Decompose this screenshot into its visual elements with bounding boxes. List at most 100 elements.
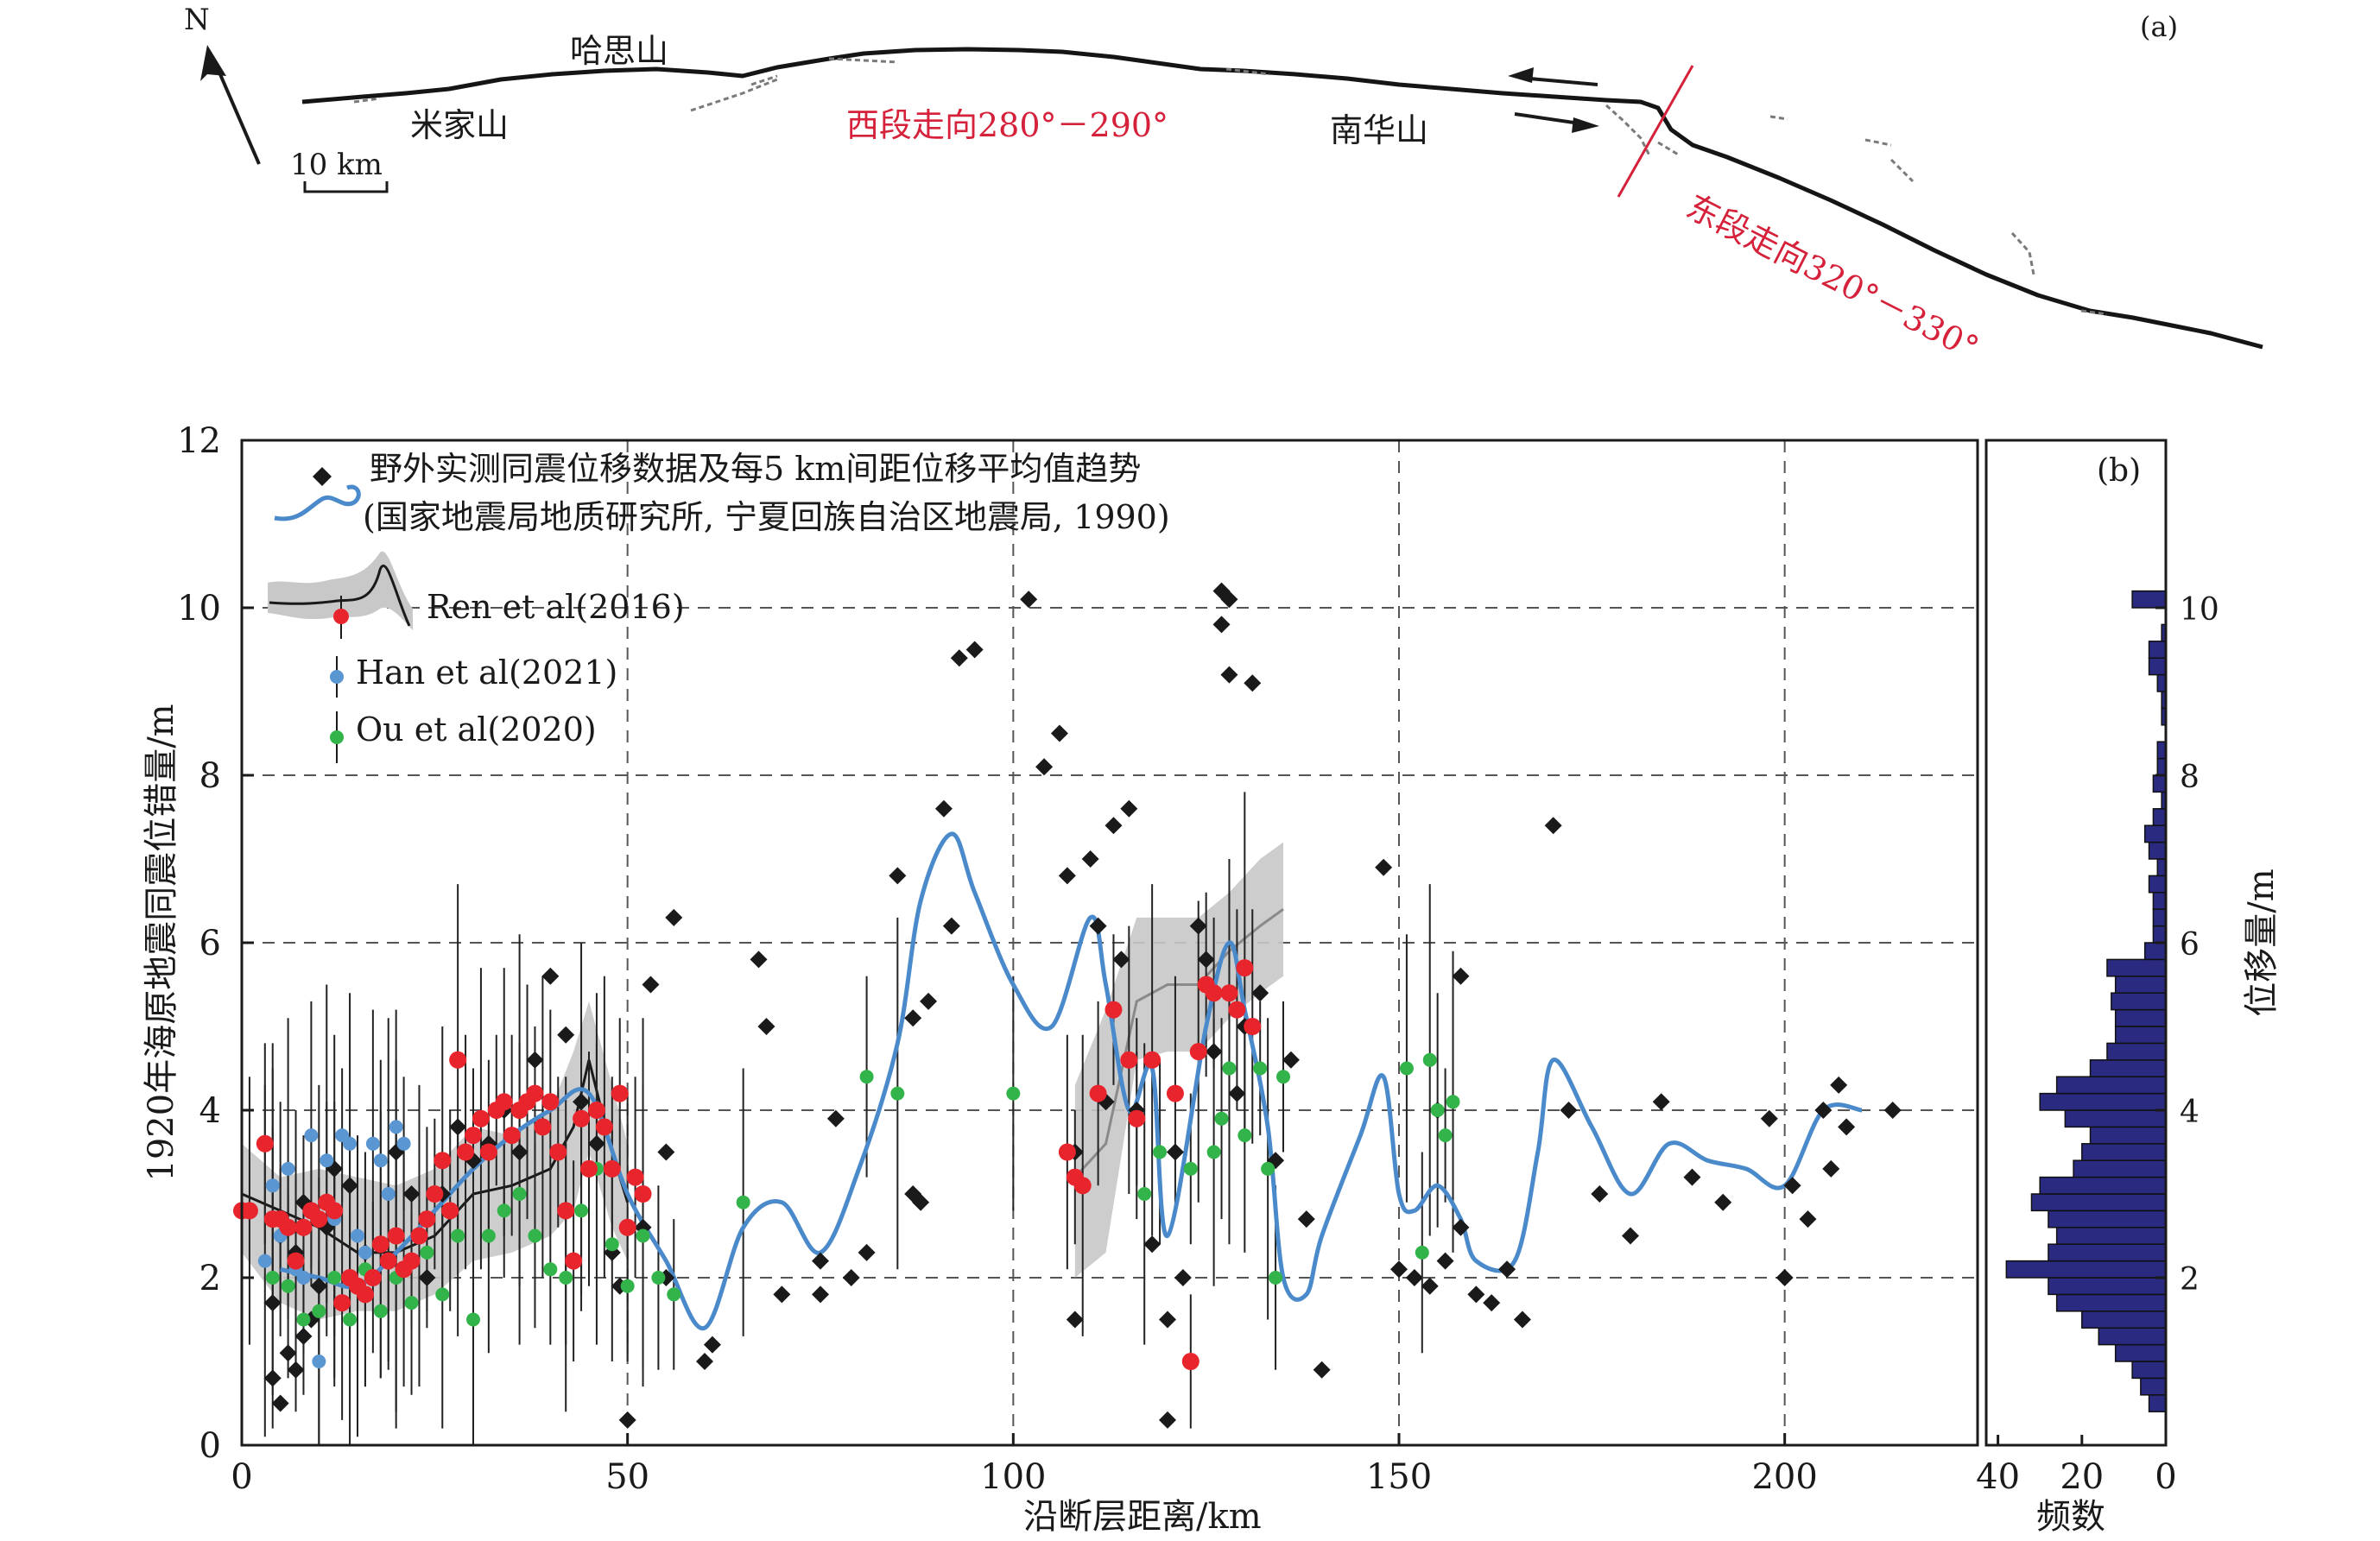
ren-data-point — [1236, 959, 1254, 977]
field-data-point — [1683, 1168, 1701, 1186]
ou-data-point — [481, 1228, 496, 1243]
histogram-bar — [2152, 908, 2167, 927]
histogram-x-title: 频数 — [2036, 1497, 2105, 1537]
hist-y-tick-label: 8 — [2180, 760, 2200, 795]
ou-data-point — [373, 1304, 388, 1318]
field-data-point — [1452, 967, 1470, 985]
ren-data-point — [240, 1202, 258, 1220]
hist-y-tick-label: 4 — [2180, 1095, 2200, 1130]
field-data-point — [750, 950, 768, 969]
ren-data-point — [549, 1143, 567, 1161]
field-data-point — [904, 1009, 922, 1027]
x-tick-label: 100 — [980, 1457, 1046, 1497]
field-data-point — [1297, 1210, 1315, 1228]
band-segment-2-mean — [1073, 907, 1284, 1178]
displacement-scatter-panel: 0 50 100 150 200 0 2 4 6 8 10 12 沿断层距离/km 1920年海原地震… — [142, 421, 1979, 1537]
ou-data-point — [1222, 1061, 1237, 1076]
ou-data-point — [420, 1245, 434, 1260]
field-data-point — [1035, 758, 1054, 776]
field-data-point — [1390, 1260, 1408, 1279]
ou-data-point — [1430, 1103, 1445, 1117]
field-data-point — [812, 1252, 829, 1270]
field-data-point — [1159, 1310, 1176, 1329]
ou-data-point — [651, 1271, 666, 1285]
field-data-point — [526, 1051, 544, 1069]
histogram-bar — [2106, 958, 2167, 977]
field-data-point — [271, 1394, 289, 1412]
field-data-point — [842, 1269, 860, 1286]
field-data-point — [1066, 1310, 1084, 1329]
field-data-point — [557, 1026, 575, 1044]
field-data-point — [1205, 1043, 1223, 1061]
field-data-point — [773, 1285, 791, 1304]
histogram-bar — [2005, 1260, 2167, 1279]
field-data-point — [1166, 1143, 1184, 1161]
ren-data-point — [256, 1134, 274, 1153]
legend-ren-band — [268, 551, 413, 630]
ren-data-point — [333, 1294, 351, 1312]
ren-data-point — [310, 1210, 328, 1228]
han-data-point — [257, 1254, 272, 1268]
legend: 野外实测同震位移数据及每5 km间距位移平均值趋势 (国家地震局地质研究所, 宁… — [268, 450, 1170, 763]
x-tick-label: 50 — [605, 1457, 649, 1497]
ren-data-point — [495, 1093, 513, 1111]
histogram-bar — [2081, 1143, 2167, 1161]
panel-a-label: (a) — [2140, 10, 2178, 43]
ren-data-point — [441, 1202, 459, 1220]
legend-han-marker — [330, 670, 344, 684]
ren-data-point — [472, 1109, 490, 1127]
histogram-bar — [2064, 1109, 2167, 1128]
histogram-bar — [2048, 1243, 2167, 1262]
field-data-point — [1228, 1084, 1246, 1102]
field-data-point — [1783, 1177, 1801, 1195]
ou-data-point — [1276, 1070, 1290, 1084]
field-data-point — [1251, 984, 1269, 1002]
field-data-point — [279, 1344, 297, 1362]
field-data-point — [1375, 858, 1393, 876]
ren-data-point — [603, 1159, 621, 1178]
field-data-point — [1591, 1185, 1609, 1203]
y-tick-label: 4 — [199, 1091, 221, 1131]
field-data-point — [1405, 1269, 1423, 1286]
field-data-point — [1197, 950, 1215, 969]
ou-data-point — [512, 1187, 527, 1201]
histogram-bar — [2089, 1126, 2167, 1145]
field-data-point — [1244, 674, 1262, 692]
histogram-bar — [2152, 808, 2167, 826]
field-data-point — [858, 1243, 876, 1261]
ren-data-point — [364, 1269, 382, 1286]
field-data-point — [703, 1336, 721, 1354]
histogram-bar — [2055, 1076, 2167, 1095]
histogram-bar — [2089, 1059, 2167, 1077]
field-data-point — [1452, 1218, 1470, 1236]
han-data-point — [281, 1161, 295, 1176]
legend-trend-line — [274, 484, 361, 521]
y-axis-title: 1920年海原地震同震位错量/m — [142, 704, 181, 1181]
ren-data-point — [634, 1185, 652, 1203]
field-data-point — [418, 1269, 436, 1286]
fault-trace-main — [301, 47, 2263, 350]
y-tick-label: 6 — [199, 924, 221, 963]
ou-data-point — [1438, 1128, 1453, 1143]
ou-data-point — [466, 1312, 480, 1327]
scale-bar-label: 10 km — [290, 148, 383, 182]
histogram-bar — [2055, 1227, 2167, 1245]
ren-data-point — [387, 1227, 405, 1245]
ren-data-point — [611, 1084, 629, 1102]
field-data-point — [1089, 917, 1107, 935]
ren-data-point — [418, 1210, 436, 1228]
field-data-point — [263, 1294, 282, 1312]
ren-data-point — [449, 1051, 467, 1069]
ren-data-point — [573, 1109, 591, 1127]
han-data-point — [381, 1187, 396, 1201]
field-data-point — [402, 1185, 421, 1203]
west-segment-strike: 西段走向280°－290° — [846, 106, 1168, 144]
trend-line — [280, 831, 1863, 1330]
ou-data-point — [435, 1287, 450, 1302]
ou-data-point — [620, 1279, 635, 1293]
ou-data-point — [1269, 1271, 1283, 1285]
ren-data-point — [410, 1227, 428, 1245]
ou-data-point — [281, 1279, 295, 1293]
ren-data-point — [1166, 1084, 1184, 1102]
legend-field-line2: (国家地震局地质研究所, 宁夏回族自治区地震局, 1990) — [363, 498, 1170, 536]
